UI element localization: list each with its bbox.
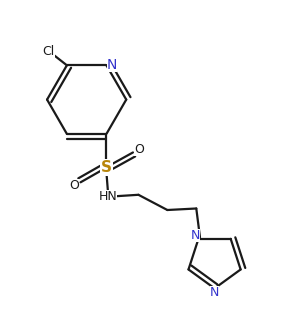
Text: HN: HN — [99, 190, 117, 203]
Text: N: N — [107, 58, 117, 72]
Text: O: O — [69, 179, 79, 192]
Text: Cl: Cl — [42, 45, 55, 58]
Text: S: S — [101, 160, 112, 175]
Text: N: N — [210, 286, 219, 299]
Text: N: N — [191, 229, 200, 242]
Text: O: O — [134, 143, 144, 156]
